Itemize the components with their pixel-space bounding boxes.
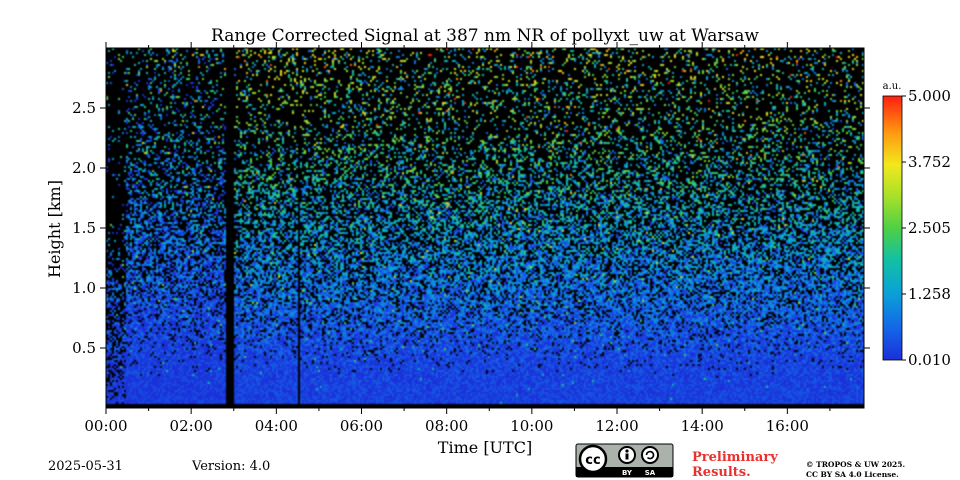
y-tick-label: 2.5 xyxy=(72,99,96,117)
colorbar: a.u. 5.000 3.752 2.505 1.258 0.010 xyxy=(882,81,951,369)
colorbar-tick-label: 0.010 xyxy=(908,351,951,369)
y-axis: 0.5 1.0 1.5 2.0 2.5 xyxy=(72,99,870,357)
x-tick-label: 08:00 xyxy=(425,417,468,435)
x-axis: 00:00 02:00 04:00 06:00 08:00 10:00 12:00 14:00… xyxy=(84,42,831,435)
cc-license-badge: cc BY SA xyxy=(575,443,674,478)
chart-title: Range Corrected Signal at 387 nm NR of p… xyxy=(211,26,759,46)
colorbar-unit: a.u. xyxy=(883,81,902,92)
y-tick-label: 0.5 xyxy=(72,339,96,357)
colorbar-tick-label: 1.258 xyxy=(908,285,951,303)
y-tick-label: 1.0 xyxy=(72,279,96,297)
y-tick-label: 2.0 xyxy=(72,159,96,177)
heatmap-image xyxy=(106,48,864,408)
x-tick-label: 06:00 xyxy=(340,417,383,435)
footer-version: Version: 4.0 xyxy=(191,459,270,474)
x-axis-label: Time [UTC] xyxy=(438,438,532,457)
colorbar-tick-label: 5.000 xyxy=(908,87,951,105)
x-tick-label: 14:00 xyxy=(681,417,724,435)
x-tick-label: 10:00 xyxy=(510,417,553,435)
heatmap-plot xyxy=(105,47,865,409)
y-axis-label: Height [km] xyxy=(45,180,64,278)
preliminary-label-line1: Preliminary xyxy=(692,450,778,465)
x-tick-label: 00:00 xyxy=(84,417,127,435)
colorbar-tick-label: 2.505 xyxy=(908,219,951,237)
colorbar-gradient xyxy=(882,95,903,361)
colorbar-tick-label: 3.752 xyxy=(908,153,951,171)
x-tick-label: 12:00 xyxy=(595,417,638,435)
svg-text:cc: cc xyxy=(585,453,600,468)
y-tick-label: 1.5 xyxy=(72,219,96,237)
svg-text:BY: BY xyxy=(622,469,633,477)
copyright-line2: CC BY SA 4.0 License. xyxy=(806,470,899,479)
footer-date: 2025-05-31 xyxy=(48,459,123,474)
x-tick-label: 16:00 xyxy=(766,417,809,435)
preliminary-label-line2: Results. xyxy=(692,465,751,480)
x-tick-label: 02:00 xyxy=(170,417,213,435)
x-tick-label: 04:00 xyxy=(255,417,298,435)
svg-text:SA: SA xyxy=(645,469,656,477)
sa-icon xyxy=(641,446,659,464)
cc-icon xyxy=(578,444,608,474)
copyright-line1: © TROPOS & UW 2025. xyxy=(806,460,905,469)
